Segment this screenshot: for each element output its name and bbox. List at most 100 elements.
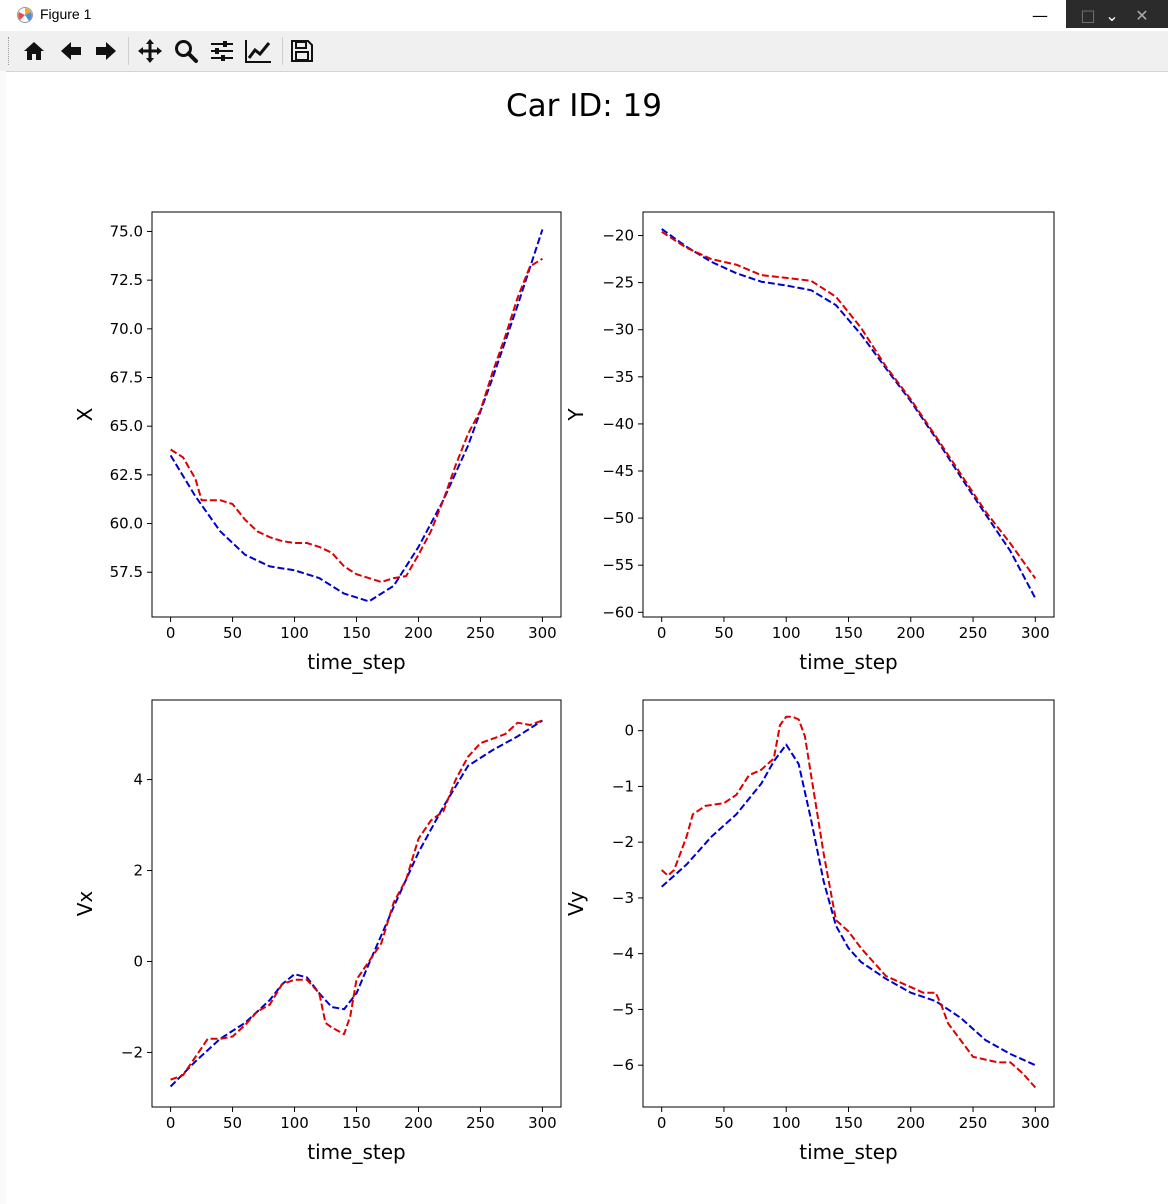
y-tick-label: −60 (602, 603, 634, 621)
window-controls-background (1066, 0, 1168, 28)
subplot-1: 0 50 100 150 200 250 300 57.5 60.0 62.5 65.0 67.5 70… (73, 211, 562, 674)
x-tick-label: 100 (280, 1114, 309, 1132)
toolbar-separator (128, 37, 129, 65)
minimize-button[interactable]: — (1032, 6, 1048, 25)
zoom-button[interactable] (171, 37, 201, 65)
y-tick-label: −30 (602, 321, 634, 339)
save-button[interactable] (287, 37, 317, 65)
y-tick-label: 57.5 (110, 563, 143, 581)
figure-title: Car ID: 19 (506, 88, 662, 124)
series-line-red (170, 719, 543, 1081)
back-icon (61, 42, 81, 60)
y-tick-label: −35 (602, 368, 634, 386)
toolbar-grip[interactable] (8, 37, 11, 65)
x-tick-label: 300 (528, 624, 557, 642)
x-tick-label: 150 (834, 624, 863, 642)
y-tick-label: 72.5 (110, 271, 143, 289)
toolbar-separator (282, 37, 283, 65)
y-tick-label: −1 (612, 777, 634, 795)
subplot-4: 0 50 100 150 200 250 300 −6 −5 −4 −3 −2 −1 0 time_step… (564, 699, 1055, 1164)
x-axis-label: time_step (307, 1140, 405, 1164)
configure-subplots-button[interactable] (207, 37, 237, 65)
series-line-blue (169, 229, 544, 603)
x-tick-label: 150 (834, 1114, 863, 1132)
x-tick-label: 0 (166, 624, 176, 642)
close-button[interactable]: ✕ (1135, 6, 1149, 25)
configure-subplots-icon (211, 41, 233, 61)
x-tick-label: 0 (657, 624, 667, 642)
x-tick-label: 0 (166, 1114, 176, 1132)
home-button[interactable] (19, 37, 49, 65)
y-tick-label: −6 (612, 1056, 634, 1074)
y-tick-label: 60.0 (110, 515, 143, 533)
x-tick-label: 50 (223, 624, 242, 642)
x-axis-label: time_step (799, 1140, 897, 1164)
y-axis-label: Vx (73, 891, 97, 917)
x-axis-label: time_step (799, 650, 897, 674)
window-titlebar: Figure 1 — □ ⌄ ✕ (0, 0, 1168, 31)
y-tick-label: −40 (602, 415, 634, 433)
y-tick-label: −4 (612, 945, 634, 963)
y-tick-label: −55 (602, 556, 634, 574)
axes-frame (642, 211, 1055, 618)
y-tick-label: 2 (133, 862, 143, 880)
x-tick-label: 100 (772, 624, 801, 642)
back-button[interactable] (56, 37, 86, 65)
y-axis-label: Y (564, 408, 588, 422)
y-tick-label: 0 (624, 722, 634, 740)
forward-button[interactable] (91, 37, 121, 65)
x-tick-label: 150 (342, 1114, 371, 1132)
home-icon (24, 42, 44, 60)
x-tick-label: 250 (959, 624, 988, 642)
y-tick-label: −50 (602, 509, 634, 527)
series-line-red (661, 715, 1037, 1089)
x-tick-label: 200 (896, 624, 925, 642)
zoom-icon (175, 40, 198, 63)
x-tick-label: 150 (342, 624, 371, 642)
x-tick-label: 100 (280, 624, 309, 642)
edit-axis-button[interactable] (243, 37, 273, 65)
x-tick-label: 200 (404, 624, 433, 642)
axes-frame (151, 211, 562, 618)
series-line-red (170, 257, 543, 583)
x-tick-label: 250 (959, 1114, 988, 1132)
navigation-toolbar (0, 31, 1168, 72)
app-icon (17, 7, 33, 23)
pan-button[interactable] (135, 37, 165, 65)
y-tick-label: −3 (612, 889, 634, 907)
save-icon (291, 40, 313, 62)
x-tick-label: 300 (1021, 1114, 1050, 1132)
y-tick-label: 4 (133, 771, 143, 789)
chevron-down-icon[interactable]: ⌄ (1105, 6, 1119, 25)
maximize-button[interactable]: □ (1080, 6, 1096, 25)
x-tick-label: 250 (466, 624, 495, 642)
axes-frame (151, 699, 562, 1108)
x-tick-label: 0 (657, 1114, 667, 1132)
series-line-blue (661, 743, 1036, 1067)
edit-axis-icon (245, 40, 271, 63)
series-line-blue (169, 719, 543, 1088)
window-title: Figure 1 (40, 6, 92, 22)
y-tick-label: 65.0 (110, 417, 143, 435)
y-tick-label: 0 (133, 952, 143, 970)
y-axis-label: Vy (564, 891, 588, 916)
y-tick-label: −5 (612, 1000, 634, 1018)
x-tick-label: 200 (896, 1114, 925, 1132)
y-tick-label: −20 (602, 227, 634, 245)
window-left-edge (0, 71, 6, 1204)
x-tick-label: 50 (223, 1114, 242, 1132)
x-tick-label: 100 (772, 1114, 801, 1132)
axes-frame (642, 699, 1055, 1108)
x-tick-label: 250 (466, 1114, 495, 1132)
y-tick-label: 67.5 (110, 369, 143, 387)
forward-icon (96, 42, 116, 60)
series-line-red (661, 230, 1037, 579)
y-tick-label: 75.0 (110, 222, 143, 240)
y-tick-label: −45 (602, 462, 634, 480)
subplot-3: 0 50 100 150 200 250 300 −2 0 2 4 time_step Vx (73, 699, 562, 1164)
series-line-blue (661, 228, 1037, 599)
x-tick-label: 200 (404, 1114, 433, 1132)
x-tick-label: 50 (714, 1114, 733, 1132)
x-tick-label: 300 (528, 1114, 557, 1132)
